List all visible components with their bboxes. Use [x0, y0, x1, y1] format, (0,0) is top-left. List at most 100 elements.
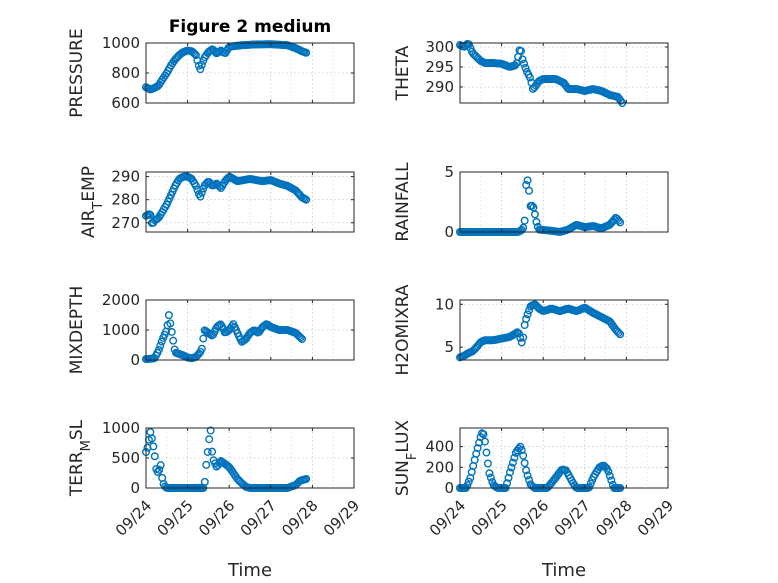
data-point — [191, 181, 200, 190]
y-tick-label: 400 — [425, 438, 454, 456]
data-point — [585, 483, 594, 492]
y-tick-label: 800 — [111, 64, 140, 82]
subplot-air_temp: 270 280 290 AIRTEMP — [79, 166, 355, 238]
data-point — [519, 451, 528, 460]
y-tick-label: 290 — [111, 168, 140, 186]
chart-title: Figure 2 medium — [169, 17, 331, 37]
data-point — [525, 186, 534, 195]
data-point — [206, 426, 215, 435]
data-point — [530, 210, 539, 219]
data-point — [614, 216, 623, 225]
y-axis-label: MIXDEPTH — [67, 286, 87, 375]
y-axis-label: THETA — [393, 45, 413, 101]
data-point — [196, 65, 205, 74]
data-point — [199, 334, 208, 343]
data-point — [149, 442, 158, 451]
data-point — [150, 452, 159, 461]
x-axis-label: Time — [227, 560, 272, 581]
data-point — [252, 327, 261, 336]
data-point — [517, 338, 526, 347]
data-point — [157, 337, 166, 346]
data-point — [525, 73, 534, 82]
data-point — [480, 437, 489, 446]
data-point — [197, 188, 206, 197]
y-tick-label: 500 — [111, 449, 140, 467]
y-axis-label: SUNFLUX — [393, 420, 420, 497]
y-tick-label: 600 — [111, 94, 140, 112]
data-point — [155, 465, 164, 474]
data-point — [483, 459, 492, 468]
data-point — [147, 434, 156, 443]
data-point — [521, 63, 530, 72]
data-point — [504, 473, 513, 482]
axes-frame — [459, 171, 669, 233]
data-point — [523, 176, 532, 185]
data-point — [616, 218, 625, 227]
y-tick-label: 0 — [444, 223, 454, 241]
subplot-theta: 290 295 300 THETA — [393, 38, 669, 107]
axes-background — [460, 43, 668, 103]
y-axis-label: PRESSURE — [67, 28, 87, 117]
data-point — [507, 463, 516, 472]
y-tick-label: 295 — [425, 58, 454, 76]
data-point — [485, 469, 494, 478]
data-point — [197, 60, 206, 69]
y-tick-label: 300 — [425, 38, 454, 56]
data-point — [520, 59, 529, 68]
y-tick-label: 290 — [425, 78, 454, 96]
y-tick-label: 280 — [111, 191, 140, 209]
data-point — [517, 47, 526, 56]
y-tick-label: 5 — [444, 338, 454, 356]
y-tick-label: 0 — [130, 479, 140, 497]
data-point — [193, 56, 202, 65]
data-point — [156, 341, 165, 350]
data-point — [518, 55, 527, 64]
data-point — [523, 310, 532, 319]
data-point — [486, 473, 495, 482]
y-tick-label: 200 — [425, 458, 454, 476]
data-point — [482, 448, 491, 457]
data-point — [516, 333, 525, 342]
data-point — [164, 311, 173, 320]
data-point — [473, 444, 482, 453]
data-point — [205, 435, 214, 444]
data-point — [296, 333, 305, 342]
axes-frame — [459, 299, 669, 361]
data-point — [520, 458, 529, 467]
y-tick-label: 5 — [444, 163, 454, 181]
data-point — [514, 329, 523, 338]
data-point — [586, 479, 595, 488]
axes-frame — [459, 427, 669, 489]
data-point — [464, 40, 473, 49]
data-point — [607, 476, 616, 485]
data-point — [196, 192, 205, 201]
y-axis-label: AIRTEMP — [79, 166, 106, 238]
y-tick-label: 270 — [111, 214, 140, 232]
data-point — [605, 471, 614, 480]
data-point — [519, 223, 528, 232]
data-point — [167, 327, 176, 336]
data-point — [190, 49, 199, 58]
data-point — [523, 471, 532, 480]
y-tick-label: 1000 — [102, 34, 140, 52]
data-point — [464, 477, 473, 486]
y-tick-label: 1000 — [102, 419, 140, 437]
data-point — [522, 314, 531, 323]
y-tick-label: 10 — [435, 295, 454, 313]
data-point — [208, 447, 217, 456]
y-axis-label: RAINFALL — [393, 162, 413, 242]
data-point — [522, 466, 531, 475]
y-tick-label: 0 — [444, 479, 454, 497]
data-point — [505, 468, 514, 477]
data-point — [510, 453, 519, 462]
data-point — [520, 216, 529, 225]
subplot-pressure: 600 800 1000 PRESSURE Figure 2 medium — [67, 17, 355, 118]
data-point — [166, 319, 175, 328]
data-point — [503, 479, 512, 488]
data-point — [302, 48, 311, 57]
data-point — [463, 481, 472, 490]
axes-background — [460, 172, 668, 232]
data-point — [191, 51, 200, 60]
axes-frame — [145, 171, 355, 233]
